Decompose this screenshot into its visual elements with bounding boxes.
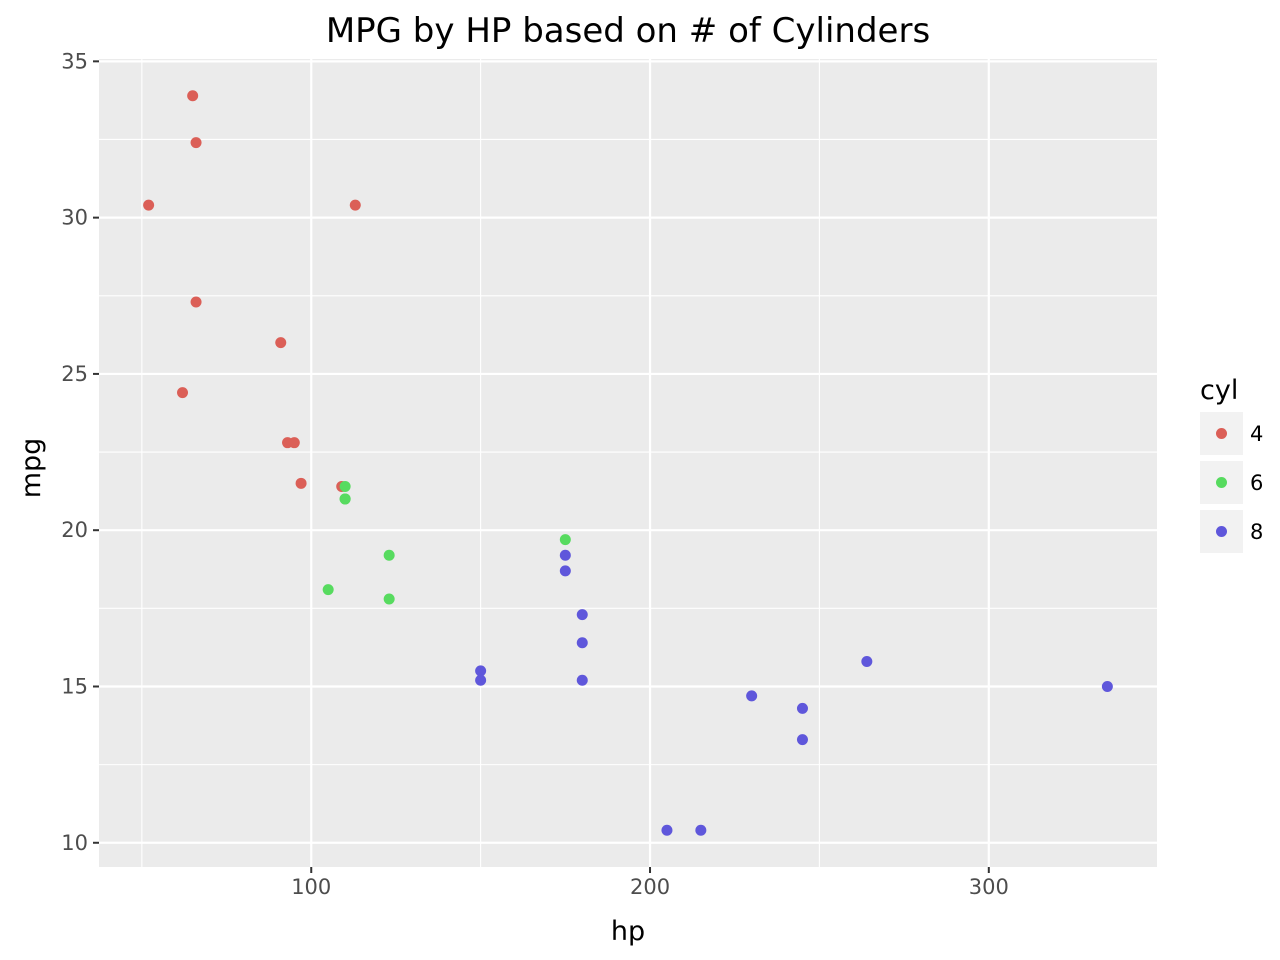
major-gridlines [99, 59, 1157, 867]
data-point-cyl-4 [187, 90, 199, 102]
y-tick-label: 35 [61, 49, 88, 73]
data-point-cyl-8 [475, 674, 487, 686]
data-point-cyl-4 [143, 199, 155, 211]
y-tick-label: 15 [61, 674, 88, 698]
y-tick-label: 10 [61, 831, 88, 855]
data-points [143, 90, 1113, 836]
data-point-cyl-4 [288, 437, 300, 449]
data-point-cyl-4 [349, 199, 361, 211]
data-point-cyl-8 [576, 637, 588, 649]
x-axis-title: hp [611, 916, 645, 947]
y-tick-label: 30 [61, 206, 88, 230]
legend-label-4: 4 [1250, 422, 1263, 446]
y-axis-tick-labels: 10 15 20 25 30 35 [61, 49, 88, 854]
data-point-cyl-6 [383, 549, 395, 561]
legend-marker-6 [1216, 477, 1227, 488]
data-point-cyl-4 [177, 387, 189, 399]
data-point-cyl-8 [661, 824, 673, 836]
legend-label-8: 8 [1250, 520, 1263, 544]
legend-marker-4 [1216, 428, 1227, 439]
data-point-cyl-8 [861, 655, 873, 667]
data-point-cyl-6 [322, 584, 334, 596]
legend-items: 4 6 8 [1200, 412, 1263, 553]
legend-marker-8 [1216, 526, 1227, 537]
chart-title: MPG by HP based on # of Cylinders [326, 11, 930, 51]
legend-title: cyl [1200, 375, 1238, 406]
y-tick-label: 25 [61, 362, 88, 386]
data-point-cyl-4 [275, 337, 287, 349]
axis-ticks [93, 60, 990, 873]
data-point-cyl-8 [1101, 680, 1113, 692]
data-point-cyl-8 [746, 690, 758, 702]
x-tick-label: 300 [969, 875, 1009, 899]
y-axis-title: mpg [16, 438, 47, 499]
x-axis-tick-labels: 100 200 300 [291, 875, 1009, 899]
minor-gridlines [99, 59, 1159, 867]
data-point-cyl-8 [796, 702, 808, 714]
data-point-cyl-8 [695, 824, 707, 836]
legend-label-6: 6 [1250, 471, 1263, 495]
legend: cyl 4 6 8 [1200, 375, 1263, 553]
data-point-cyl-6 [383, 593, 395, 605]
y-tick-label: 20 [61, 518, 88, 542]
panel [99, 59, 1157, 867]
data-point-cyl-4 [190, 137, 202, 149]
data-point-cyl-6 [339, 493, 351, 505]
data-point-cyl-8 [559, 549, 571, 561]
data-point-cyl-8 [576, 609, 588, 621]
x-tick-label: 100 [291, 875, 331, 899]
data-point-cyl-4 [295, 477, 307, 489]
x-tick-label: 200 [630, 875, 670, 899]
data-point-cyl-8 [559, 565, 571, 577]
data-point-cyl-8 [475, 665, 487, 677]
data-point-cyl-8 [796, 734, 808, 746]
data-point-cyl-8 [576, 674, 588, 686]
data-point-cyl-4 [190, 296, 202, 308]
data-point-cyl-6 [339, 480, 351, 492]
data-point-cyl-6 [559, 534, 571, 546]
